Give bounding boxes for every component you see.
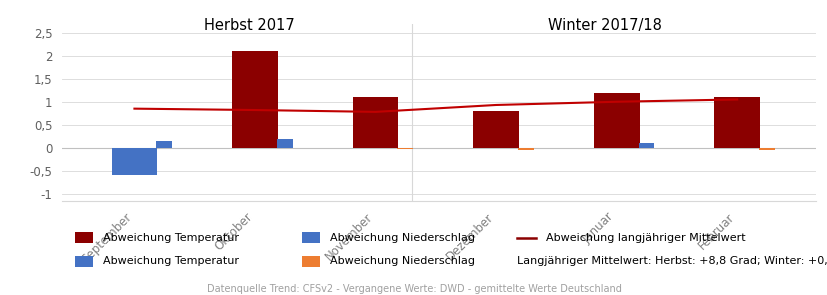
Bar — [156, 141, 172, 148]
Bar — [593, 93, 638, 148]
Text: Abweichung langjähriger Mittelwert: Abweichung langjähriger Mittelwert — [545, 233, 744, 243]
Text: Abweichung Niederschlag: Abweichung Niederschlag — [330, 233, 475, 243]
Bar — [397, 148, 413, 149]
Bar — [518, 148, 533, 150]
Bar — [714, 97, 759, 148]
Text: Herbst 2017: Herbst 2017 — [203, 19, 294, 34]
Bar — [472, 111, 519, 148]
Text: Datenquelle Trend: CFSv2 - Vergangene Werte: DWD - gemittelte Werte Deutschland: Datenquelle Trend: CFSv2 - Vergangene We… — [206, 284, 621, 294]
Text: Winter 2017/18: Winter 2017/18 — [547, 19, 661, 34]
Text: Langjähriger Mittelwert: Herbst: +8,8 Grad; Winter: +0,2 Grad: Langjähriger Mittelwert: Herbst: +8,8 Gr… — [517, 256, 827, 266]
Text: Abweichung Niederschlag: Abweichung Niederschlag — [330, 256, 475, 266]
Text: Abweichung Temperatur: Abweichung Temperatur — [103, 256, 238, 266]
Text: Abweichung Temperatur: Abweichung Temperatur — [103, 233, 238, 243]
Bar — [352, 97, 398, 148]
Bar — [758, 148, 774, 150]
Bar — [112, 148, 157, 175]
Bar — [276, 139, 292, 148]
Bar — [232, 51, 278, 148]
Bar — [638, 143, 653, 148]
